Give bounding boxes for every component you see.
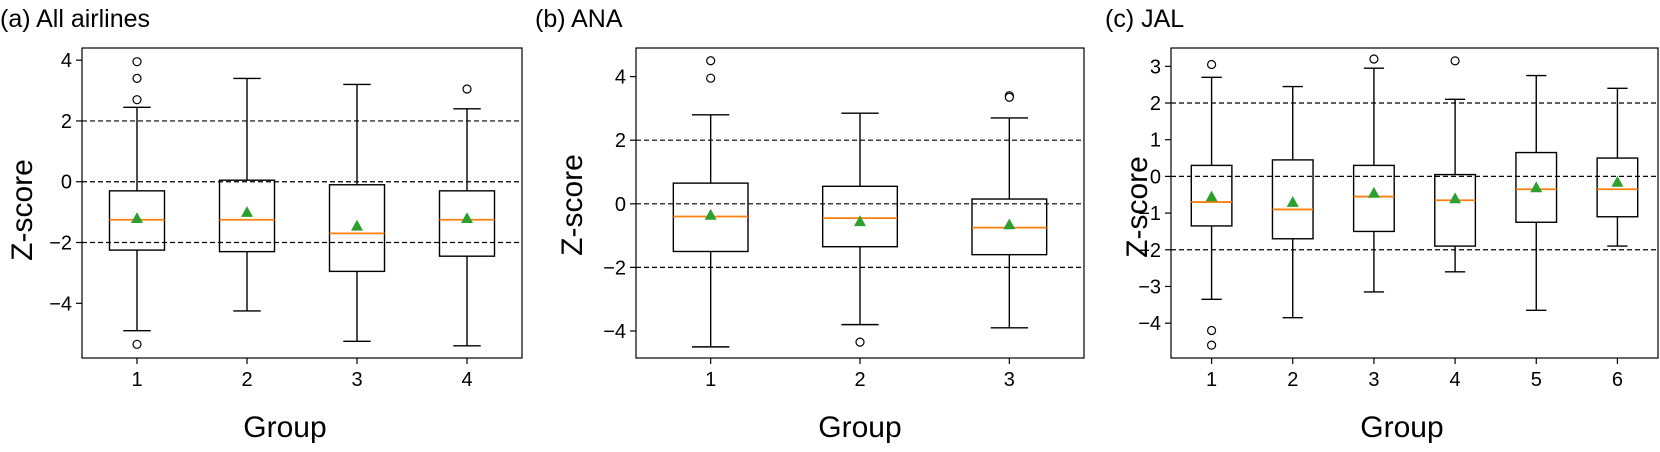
outlier-point (706, 73, 716, 83)
outlier-point (706, 56, 716, 66)
outlier-point (1369, 54, 1379, 64)
panel-c-title: (c) JAL (1105, 5, 1184, 33)
x-tick-label: 4 (1450, 369, 1461, 391)
outlier-point (462, 84, 472, 94)
panel-a-plot: −4 −2 0 2 4 1 2 3 4 (49, 47, 523, 391)
y-tick-label: −4 (603, 321, 626, 343)
x-tick-label: 2 (1287, 369, 1298, 391)
y-tick-label: 0 (1150, 166, 1161, 188)
plot-frame (81, 47, 523, 359)
x-tick-label: 6 (1612, 369, 1623, 391)
mean-marker (1530, 181, 1543, 193)
iqr-box (1596, 157, 1639, 218)
iqr-box (1190, 164, 1233, 227)
iqr-box (438, 190, 496, 257)
outlier-point (1450, 56, 1460, 66)
iqr-box (1271, 159, 1314, 240)
mean-marker (1449, 192, 1462, 204)
y-tick-label: 2 (61, 111, 72, 133)
panel-c-xlabel: Group (1360, 411, 1443, 444)
outlier-point (1206, 325, 1217, 336)
y-tick-label: −2 (1138, 240, 1161, 262)
x-tick-label: 3 (1004, 369, 1015, 391)
outlier-point (132, 95, 142, 105)
y-tick-label: −4 (49, 293, 72, 315)
panel-b-plot: −4 −2 0 2 4 1 2 3 (603, 47, 1085, 391)
outlier-point (1206, 59, 1217, 70)
mean-marker (1367, 186, 1380, 198)
x-tick-label: 3 (351, 369, 362, 391)
y-tick-label: −1 (1138, 203, 1161, 225)
y-tick-label: −4 (1138, 313, 1161, 335)
mean-marker (131, 212, 143, 223)
x-tick-label: 3 (1368, 369, 1379, 391)
panel-b: (b) ANA Z-score Group −4 −2 0 2 4 1 2 3 (535, 5, 1085, 444)
mean-marker (461, 212, 473, 223)
y-tick-label: 4 (615, 67, 626, 89)
y-tick-label: 2 (1150, 93, 1161, 115)
mean-marker (704, 208, 717, 220)
iqr-box (1352, 164, 1395, 233)
panel-c-plot: −4 −3 −2 −1 0 1 2 3 1 2 3 4 5 6 (1138, 47, 1659, 391)
y-tick-label: 0 (615, 194, 626, 216)
y-tick-label: −2 (49, 233, 72, 255)
x-tick-label: 1 (705, 369, 716, 391)
outlier-point (132, 73, 142, 83)
mean-marker (241, 206, 253, 217)
outlier-point (855, 337, 865, 347)
iqr-box (328, 184, 386, 273)
y-tick-label: 3 (1150, 56, 1161, 78)
plot-frame (1170, 47, 1659, 359)
y-tick-label: 1 (1150, 130, 1161, 152)
outlier-point (1206, 340, 1217, 350)
panel-c-ylabel: Z-score (1121, 156, 1154, 258)
x-tick-label: 2 (854, 369, 865, 391)
panel-a-ylabel: Z-score (6, 159, 39, 261)
x-tick-label: 5 (1531, 369, 1542, 391)
panel-c: (c) JAL Z-score Group −4 −3 −2 −1 0 1 2 3 1 2 3 4 5 6 (1105, 5, 1659, 444)
iqr-box (1515, 151, 1558, 223)
y-tick-label: −2 (603, 257, 626, 279)
x-tick-label: 1 (1206, 369, 1217, 391)
panel-a: (a) All airlines Z-score Group −4 −2 0 2 4 1 2… (0, 5, 523, 444)
mean-marker (1003, 218, 1016, 230)
x-tick-label: 4 (461, 369, 472, 391)
mean-marker (854, 215, 866, 227)
x-tick-label: 1 (131, 369, 142, 391)
panel-b-title: (b) ANA (535, 5, 623, 33)
panel-a-title: (a) All airlines (0, 5, 150, 33)
outlier-point (1004, 92, 1014, 102)
mean-marker (1611, 175, 1624, 187)
mean-marker (351, 219, 363, 231)
iqr-box (821, 185, 899, 248)
mean-marker (1205, 190, 1218, 202)
plot-frame (635, 47, 1085, 359)
outlier-point (132, 339, 142, 349)
panel-b-ylabel: Z-score (556, 154, 589, 256)
panel-b-xlabel: Group (818, 411, 901, 444)
x-tick-label: 2 (241, 369, 252, 391)
iqr-box (218, 179, 276, 253)
y-tick-label: −3 (1138, 276, 1161, 298)
y-tick-label: 2 (615, 130, 626, 152)
mean-marker (1286, 196, 1299, 207)
panel-a-xlabel: Group (243, 411, 326, 444)
outlier-point (132, 57, 142, 67)
iqr-box (1434, 173, 1477, 247)
y-tick-label: 4 (61, 50, 72, 72)
y-tick-label: 0 (61, 172, 72, 194)
